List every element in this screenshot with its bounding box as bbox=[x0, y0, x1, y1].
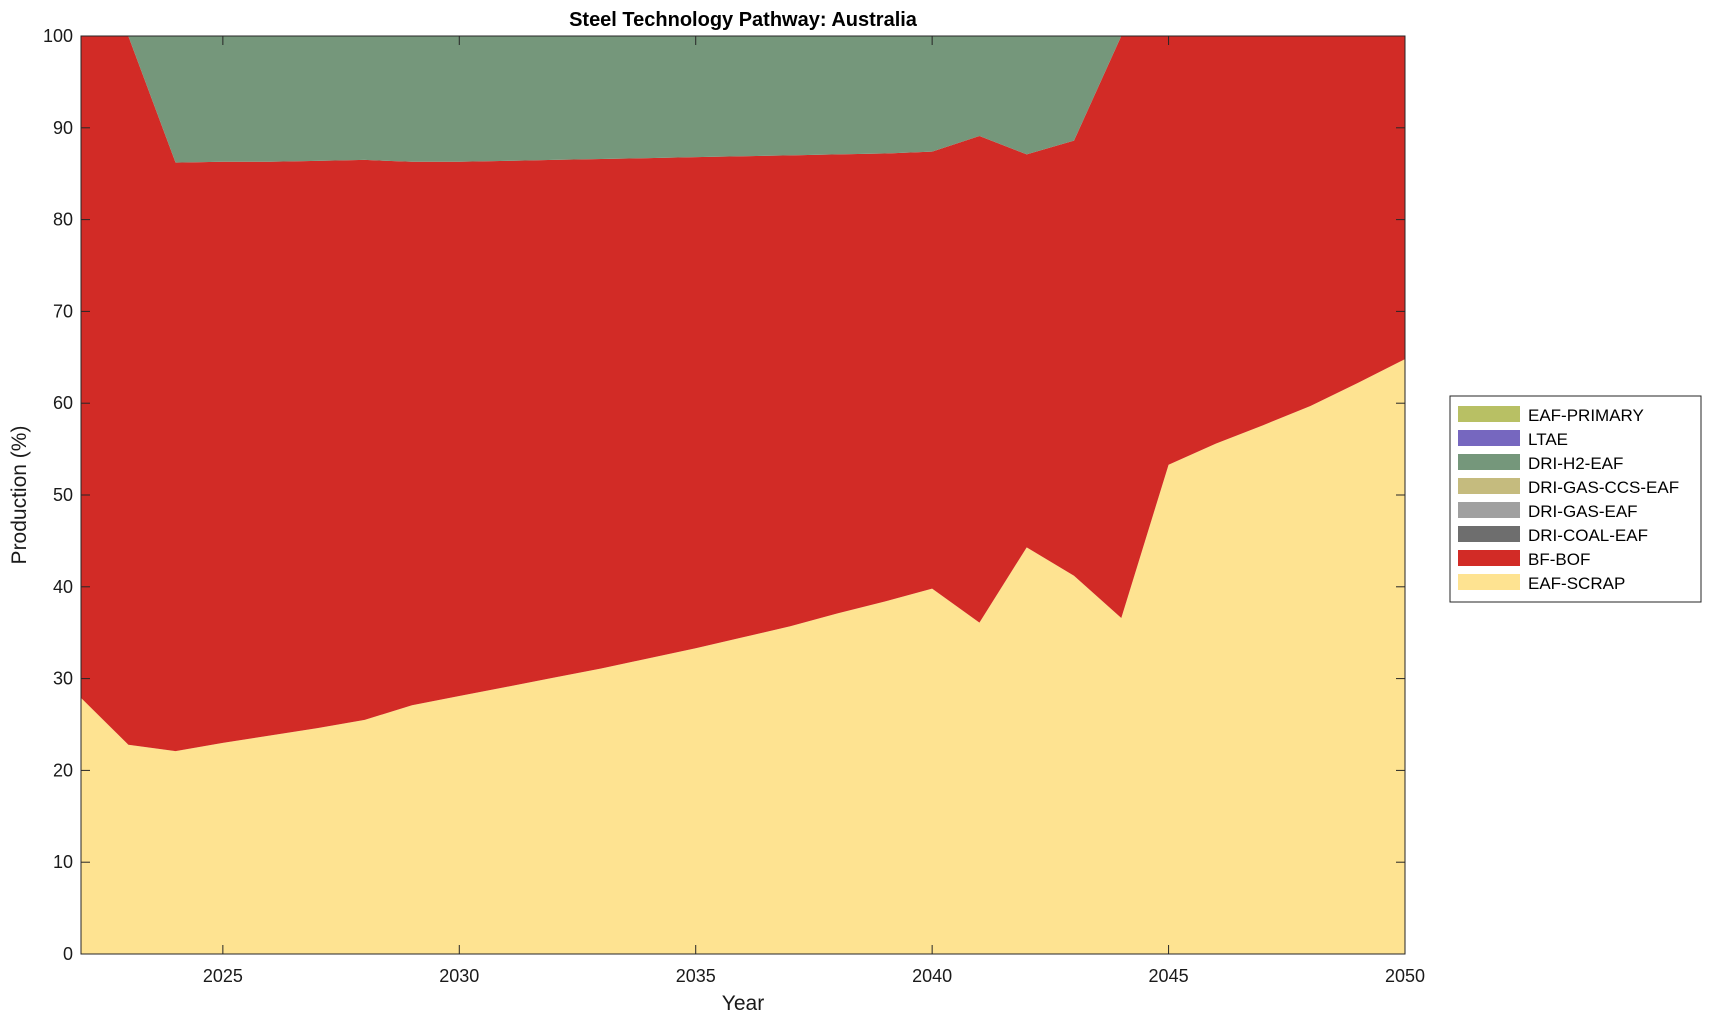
legend-swatch-eaf-scrap bbox=[1458, 574, 1520, 590]
legend-label-dri-gas-ccs-eaf: DRI-GAS-CCS-EAF bbox=[1528, 478, 1679, 497]
y-tick-label: 90 bbox=[53, 118, 73, 138]
y-tick-label: 50 bbox=[53, 485, 73, 505]
y-tick-label: 70 bbox=[53, 301, 73, 321]
legend-label-ltae: LTAE bbox=[1528, 430, 1568, 449]
legend-swatch-dri-h2-eaf bbox=[1458, 454, 1520, 470]
legend-swatch-ltae bbox=[1458, 430, 1520, 446]
legend-swatch-bf-bof bbox=[1458, 550, 1520, 566]
y-tick-label: 20 bbox=[53, 760, 73, 780]
y-tick-label: 30 bbox=[53, 669, 73, 689]
legend-label-dri-h2-eaf: DRI-H2-EAF bbox=[1528, 454, 1623, 473]
chart-title: Steel Technology Pathway: Australia bbox=[569, 9, 918, 31]
area-bf-bof bbox=[81, 36, 1405, 752]
legend-swatch-dri-gas-eaf bbox=[1458, 502, 1520, 518]
legend-label-bf-bof: BF-BOF bbox=[1528, 550, 1590, 569]
legend-swatch-dri-coal-eaf bbox=[1458, 526, 1520, 542]
x-tick-label: 2035 bbox=[676, 966, 716, 986]
y-axis-title: Production (%) bbox=[8, 426, 31, 565]
area-eaf-scrap bbox=[81, 359, 1405, 954]
x-tick-label: 2030 bbox=[439, 966, 479, 986]
legend: EAF-PRIMARY LTAE DRI-H2-EAF DRI-GAS-CCS-EAF… bbox=[1449, 395, 1702, 603]
legend-box bbox=[1449, 395, 1702, 603]
y-tick-label: 40 bbox=[53, 577, 73, 597]
y-tick-label: 60 bbox=[53, 393, 73, 413]
area-layers bbox=[81, 36, 1405, 954]
x-tick-label: 2040 bbox=[912, 966, 952, 986]
x-tick-label: 2025 bbox=[203, 966, 243, 986]
legend-label-dri-coal-eaf: DRI-COAL-EAF bbox=[1528, 526, 1648, 545]
y-tick-label: 80 bbox=[53, 210, 73, 230]
x-tick-label: 2050 bbox=[1385, 966, 1425, 986]
x-tick-label: 2045 bbox=[1149, 966, 1189, 986]
area-dri-h2-eaf bbox=[81, 36, 1405, 163]
y-tick-label: 10 bbox=[53, 852, 73, 872]
axis-ticks: 2025 2030 2035 2040 2045 20500102030405060708… bbox=[43, 26, 1425, 986]
y-tick-label: 100 bbox=[43, 26, 73, 46]
y-tick-label: 0 bbox=[63, 944, 73, 964]
x-axis-title: Year bbox=[722, 992, 764, 1015]
legend-swatch-eaf-primary bbox=[1458, 406, 1520, 422]
legend-label-eaf-scrap: EAF-SCRAP bbox=[1528, 574, 1625, 593]
legend-label-eaf-primary: EAF-PRIMARY bbox=[1528, 406, 1644, 425]
legend-label-dri-gas-eaf: DRI-GAS-EAF bbox=[1528, 502, 1638, 521]
legend-swatch-dri-gas-ccs-eaf bbox=[1458, 478, 1520, 494]
